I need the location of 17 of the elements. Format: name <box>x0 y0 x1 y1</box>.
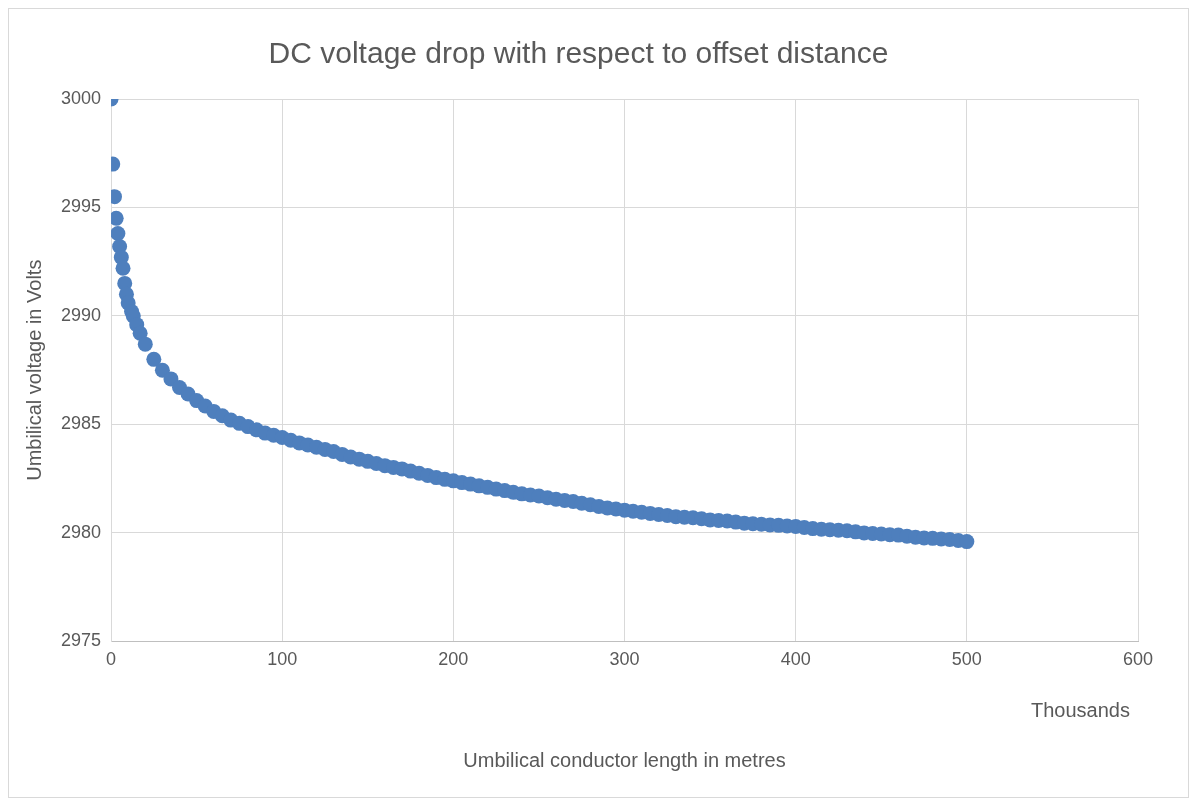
x-tick-label: 100 <box>267 649 298 670</box>
x-tick-label: 400 <box>780 649 811 670</box>
y-tick-label: 2975 <box>61 630 102 651</box>
x-tick-label: 500 <box>951 649 982 670</box>
x-tick-label: 0 <box>106 649 117 670</box>
y-tick-label: 2995 <box>61 196 102 217</box>
chart-title: DC voltage drop with respect to offset distance <box>268 36 889 70</box>
y-axis-title: Umbilical voltage in Volts <box>22 259 45 481</box>
y-tick-label: 2985 <box>61 413 102 434</box>
y-tick-label: 3000 <box>61 87 102 108</box>
x-tick-label: 600 <box>1122 649 1154 670</box>
text: Thousands <box>1031 698 1130 721</box>
x-axis-title: Umbilical conductor length in metres <box>463 748 786 771</box>
x-tick-label: 200 <box>438 649 469 670</box>
y-tick-label: 2980 <box>61 521 102 542</box>
y-tick-label: 2990 <box>61 304 102 325</box>
x-tick-label: 300 <box>609 649 640 670</box>
